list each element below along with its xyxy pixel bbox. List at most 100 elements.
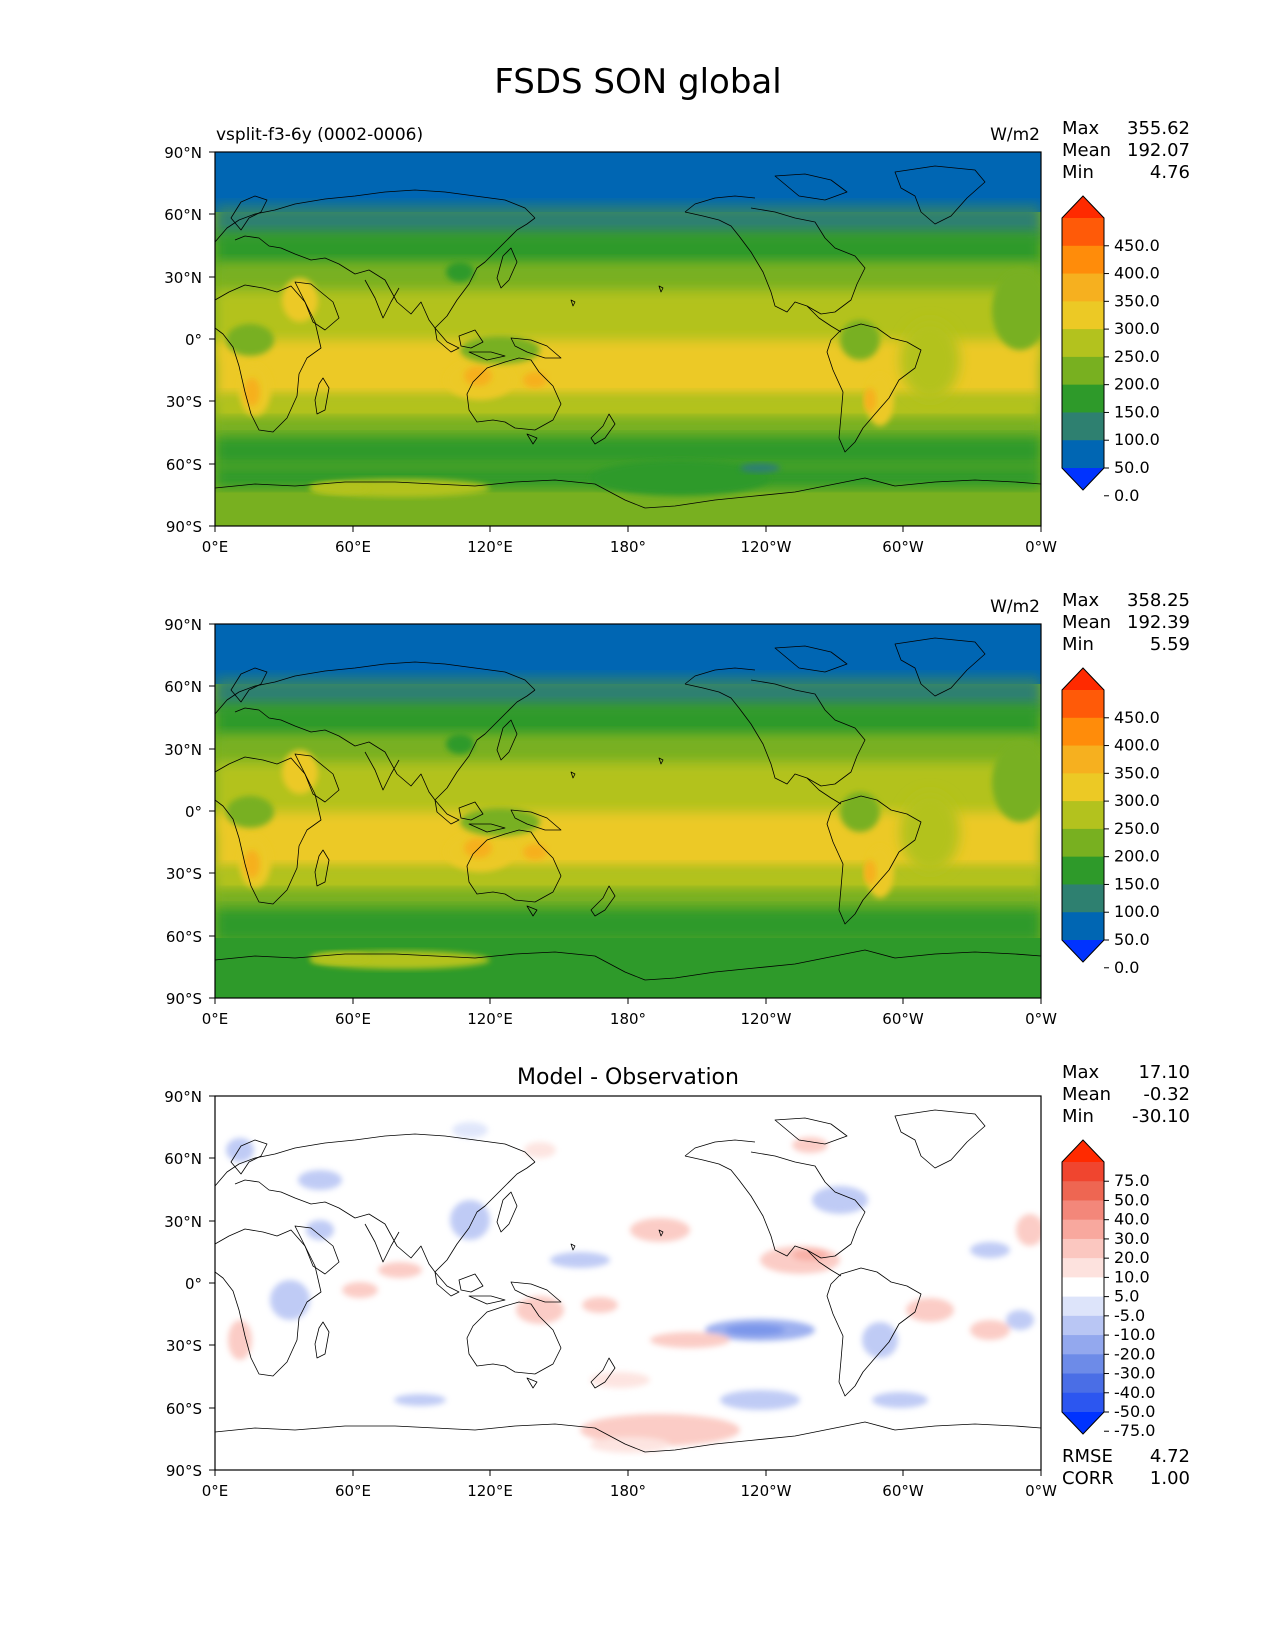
stat-mean-label: Mean: [1062, 140, 1111, 161]
lon-axis: 0°E 60°E 120°E 180° 120°W 60°W 0°W: [202, 1470, 1057, 1500]
colorbar-segment: [1062, 218, 1104, 247]
colorbar-extend-max: [1062, 668, 1104, 690]
colorbar-segment: [1062, 912, 1104, 941]
colorbar-tick-label: 100.0: [1114, 902, 1160, 921]
lat-tick-label: 30°S: [166, 865, 202, 883]
panel-difference: Model - Observation: [164, 1062, 1190, 1500]
colorbar-tick-label: 50.0: [1114, 458, 1150, 477]
lat-axis: 90°N 60°N 30°N 0° 30°S 60°S 90°S: [164, 616, 215, 1008]
colorbar-segment: [1062, 717, 1104, 747]
colorbar-tick-label: -10.0: [1114, 1325, 1155, 1344]
lon-tick-label: 60°E: [335, 1010, 371, 1028]
colorbar-segment: [1062, 690, 1104, 719]
colorbar-tick-label: 350.0: [1114, 763, 1160, 782]
lat-tick-label: 60°S: [166, 928, 202, 946]
lon-tick-label: 60°E: [335, 538, 371, 556]
lon-tick-label: 120°W: [741, 538, 792, 556]
lat-tick-label: 60°N: [164, 678, 202, 696]
colorbar-extend-min: [1062, 468, 1104, 490]
lat-tick-label: 90°S: [166, 990, 202, 1008]
colorbar-tick-label: 400.0: [1114, 264, 1160, 283]
colorbar-tick-label: -75.0: [1114, 1421, 1155, 1440]
lon-tick-label: 0°W: [1025, 538, 1057, 556]
lat-tick-label: 90°S: [166, 1462, 202, 1480]
lon-tick-label: 0°E: [202, 1010, 229, 1028]
lon-tick-label: 60°W: [882, 1010, 924, 1028]
colorbar-tick-label: 350.0: [1114, 291, 1160, 310]
lat-tick-label: 30°N: [164, 1213, 202, 1231]
colorbar-tick-label: -50.0: [1114, 1402, 1155, 1421]
lat-tick-label: 0°: [185, 1275, 202, 1293]
colorbar: 450.0 400.0 350.0 300.0 250.0 200.0 150.0 100.0…: [1061, 667, 1160, 977]
colorbar-tick-label: 300.0: [1114, 791, 1160, 810]
lat-axis: 90°N 60°N 30°N 0° 30°S 60°S 90°S: [164, 144, 215, 536]
stats-block: Max 355.62 Mean 192.07 Min 4.76: [1062, 118, 1190, 183]
lat-tick-label: 30°N: [164, 269, 202, 287]
lat-tick-label: 60°S: [166, 1400, 202, 1418]
colorbar-segment: [1062, 412, 1104, 441]
map-field: [215, 152, 1041, 526]
colorbar-tick-label: -20.0: [1114, 1344, 1155, 1363]
stat-mean-value: -0.32: [1143, 1084, 1190, 1105]
stat-rmse-label: RMSE: [1062, 1446, 1113, 1467]
colorbar-segment: [1062, 301, 1104, 330]
stat-corr-label: CORR: [1062, 1468, 1114, 1489]
colorbar-tick-label: 50.0: [1114, 930, 1150, 949]
stats-block: Max 17.10 Mean -0.32 Min -30.10 RMSE 4.7…: [1062, 1062, 1190, 1489]
panel-units: W/m2: [990, 597, 1040, 617]
stat-mean-value: 192.07: [1127, 140, 1190, 161]
lat-tick-label: 30°S: [166, 1337, 202, 1355]
colorbar-segment: [1062, 773, 1104, 802]
lon-tick-label: 60°W: [882, 1482, 924, 1500]
colorbar-tick-label: -5.0: [1114, 1306, 1145, 1325]
lon-tick-label: 180°: [610, 1010, 646, 1028]
colorbar-segment: [1062, 1373, 1104, 1394]
lat-tick-label: 30°S: [166, 393, 202, 411]
stat-mean-label: Mean: [1062, 1084, 1111, 1105]
lon-tick-label: 120°W: [741, 1010, 792, 1028]
lat-tick-label: 90°N: [164, 1088, 202, 1106]
lon-tick-label: 120°W: [741, 1482, 792, 1500]
colorbar-tick-label: 10.0: [1114, 1267, 1150, 1286]
colorbar-tick-label: 40.0: [1114, 1210, 1150, 1229]
colorbar-tick-label: 450.0: [1114, 236, 1160, 255]
colorbar-tick-label: 20.0: [1114, 1248, 1150, 1267]
colorbar-segment: [1062, 1219, 1104, 1240]
stat-min-label: Min: [1062, 1106, 1094, 1127]
map-field: [215, 1096, 1041, 1470]
stat-max-value: 17.10: [1138, 1062, 1190, 1083]
colorbar-segment: [1062, 745, 1104, 774]
panel-center-title: Model - Observation: [517, 1065, 739, 1090]
panel-units: W/m2: [990, 125, 1040, 145]
colorbar: 450.0 400.0 350.0 300.0 250.0 200.0 150.0 100.0…: [1061, 195, 1160, 505]
colorbar-segment: [1062, 1181, 1104, 1201]
lat-tick-label: 60°N: [164, 206, 202, 224]
stat-max-label: Max: [1062, 1062, 1100, 1083]
colorbar-extend-min: [1062, 940, 1104, 962]
colorbar-tick-label: 30.0: [1114, 1229, 1150, 1248]
colorbar-segment: [1062, 1315, 1104, 1336]
lon-tick-label: 60°E: [335, 1482, 371, 1500]
colorbar-segment: [1062, 273, 1104, 302]
colorbar-segment: [1062, 440, 1104, 469]
lon-tick-label: 180°: [610, 538, 646, 556]
colorbar-segment: [1062, 1392, 1104, 1413]
stat-min-value: 5.59: [1150, 634, 1190, 655]
colorbar-segment: [1062, 1296, 1104, 1317]
colorbar-segment: [1062, 384, 1104, 413]
colorbar-tick-label: 5.0: [1114, 1287, 1139, 1306]
lon-tick-label: 120°E: [467, 538, 513, 556]
lon-axis: 0°E 60°E 120°E 180° 120°W 60°W 0°W: [202, 998, 1057, 1028]
stat-min-value: 4.76: [1150, 162, 1190, 183]
lon-tick-label: 60°W: [882, 538, 924, 556]
colorbar-tick-label: 200.0: [1114, 847, 1160, 866]
colorbar-tick-label: 450.0: [1114, 708, 1160, 727]
panel-left-title: vsplit-f3-6y (0002-0006): [216, 125, 423, 145]
lat-tick-label: 90°N: [164, 616, 202, 634]
colorbar-segment: [1062, 245, 1104, 275]
stat-min-value: -30.10: [1132, 1106, 1190, 1127]
colorbar-tick-label: 50.0: [1114, 1190, 1150, 1209]
lon-axis: 0°E 60°E 120°E 180° 120°W 60°W 0°W: [202, 526, 1057, 556]
colorbar-tick-label: 100.0: [1114, 430, 1160, 449]
